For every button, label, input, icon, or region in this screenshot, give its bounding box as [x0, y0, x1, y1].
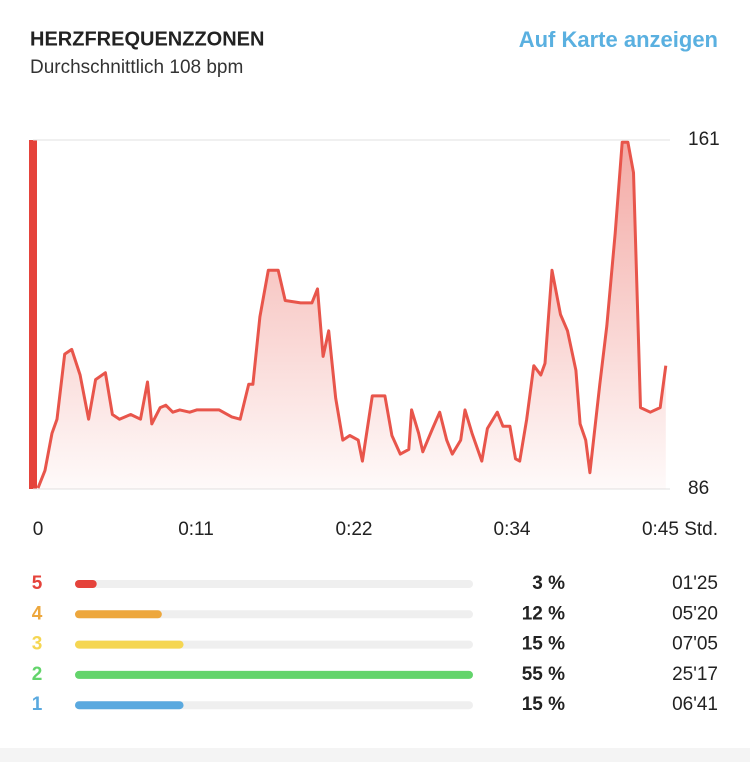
zone-number: 1: [32, 694, 43, 715]
zone-bar: [75, 640, 184, 649]
x-tick-label: 0: [33, 519, 44, 540]
area-fill: [38, 142, 666, 490]
x-tick-label: 0:45 Std.: [642, 519, 718, 540]
title: HERZFREQUENZZONEN: [30, 28, 264, 50]
zone-number: 2: [32, 664, 43, 685]
zone-duration: 05'20: [672, 603, 718, 624]
zone-duration: 07'05: [672, 634, 718, 655]
map-link[interactable]: Auf Karte anzeigen: [519, 27, 718, 52]
y-tick-label: 86: [688, 478, 709, 499]
subtitle: Durchschnittlich 108 bpm: [30, 57, 243, 78]
zone-track: [75, 610, 473, 619]
x-tick-label: 0:34: [494, 519, 531, 540]
zone-percent: 55 %: [522, 664, 565, 685]
zone-bar: [75, 580, 97, 588]
zone-number: 4: [32, 603, 43, 624]
zone-bar: [75, 701, 184, 710]
zone-percent: 15 %: [522, 634, 565, 655]
heart-rate-line: [36, 140, 668, 489]
zone-percent: 12 %: [522, 603, 565, 624]
x-tick-label: 0:11: [178, 519, 214, 540]
zone-indicator: [29, 140, 37, 489]
zone-bar: [75, 670, 473, 679]
zone-track: [75, 580, 473, 588]
y-tick-label: 161: [688, 129, 720, 150]
footer-strip: [0, 748, 750, 762]
zone-duration: 06'41: [672, 694, 718, 715]
zone-bar: [75, 610, 162, 619]
zone-duration: 25'17: [672, 664, 718, 685]
zone-percent: 3 %: [532, 573, 565, 594]
zone-duration: 01'25: [672, 573, 718, 594]
x-tick-label: 0:22: [336, 519, 373, 540]
zone-number: 5: [32, 573, 43, 594]
zone-number: 3: [32, 634, 43, 655]
zone-percent: 15 %: [522, 694, 565, 715]
